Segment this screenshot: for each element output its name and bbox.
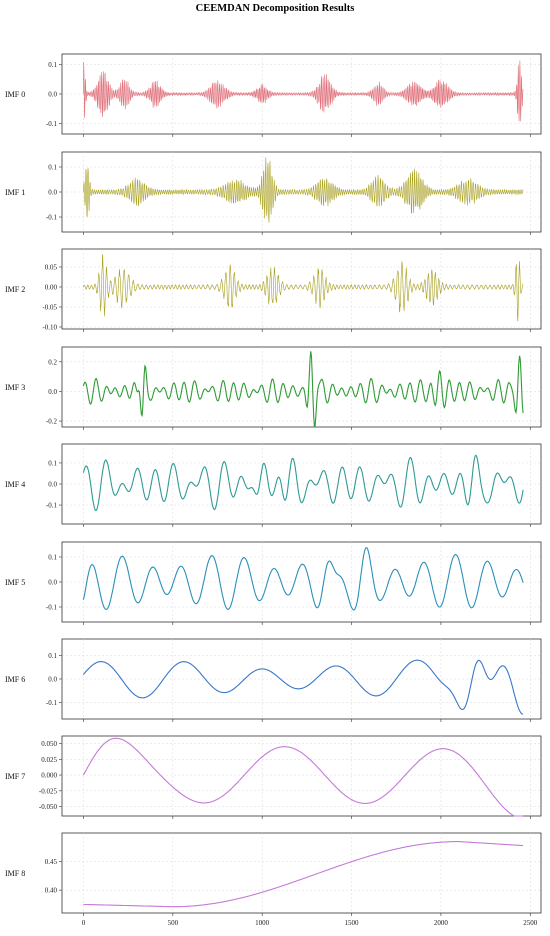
y-tick-label: 0.0 [48,189,57,197]
y-tick-label: -0.025 [39,787,58,795]
y-tick-label: 0.1 [48,164,57,172]
imf-series-line [82,546,524,611]
imf-label: IMF 2 [5,285,25,294]
imf-panel-frame [61,735,542,817]
y-tick-label: 0.45 [45,858,58,866]
y-tick-label: 0.000 [41,772,57,780]
imf-series-line [83,60,524,122]
y-tick-label: 0.1 [48,652,57,660]
y-tick-label: -0.10 [42,324,57,332]
imf-series-line [82,454,524,512]
y-tick-label: 0.1 [48,554,57,562]
y-tick-label: 0.0 [48,579,57,587]
imf-label: IMF 5 [5,578,25,587]
imf-series-line [82,351,524,428]
y-tick-label: 0.025 [41,756,57,764]
y-tick-label: 0.00 [45,284,58,292]
imf-panel-frame [61,638,542,720]
imf-series-line [83,254,524,322]
imf-label: IMF 3 [5,383,25,392]
imf-panel-frame [61,443,542,525]
x-tick-label: 1500 [345,919,360,927]
y-tick-label: 0.0 [48,388,57,396]
y-tick-label: 0.1 [48,459,57,467]
imf-label: IMF 0 [5,90,25,99]
imf-label: IMF 4 [5,480,25,489]
imf-series-line [83,157,524,223]
imf-label: IMF 7 [5,772,25,781]
chart-title: CEEMDAN Decomposition Results [195,3,355,14]
y-tick-label: -0.1 [46,604,58,612]
y-tick-label: -0.1 [46,502,58,510]
y-tick-label: -0.050 [39,803,58,811]
x-tick-label: 2000 [434,919,449,927]
y-tick-label: 0.05 [45,264,58,272]
y-tick-label: 0.0 [48,481,57,489]
imf-series-line [82,737,524,817]
y-tick-label: 0.0 [48,91,57,99]
y-tick-label: -0.1 [46,699,58,707]
y-tick-label: 0.1 [48,61,57,69]
imf-panel-frame [61,151,542,233]
imf-panel-frame [61,832,542,914]
imf-series-line [82,659,524,715]
y-tick-label: -0.2 [46,418,58,426]
x-tick-label: 500 [168,919,179,927]
y-tick-label: 0.2 [48,358,57,366]
imf-label: IMF 8 [5,869,25,878]
y-tick-label: -0.1 [46,214,58,222]
imf-panel-frame [61,541,542,623]
imf-panel-frame [61,346,542,428]
y-tick-label: -0.1 [46,120,58,128]
y-tick-label: -0.05 [42,304,57,312]
imf-label: IMF 6 [5,675,25,684]
x-tick-label: 0 [82,919,86,927]
y-tick-label: 0.050 [41,740,57,748]
x-tick-label: 1000 [255,919,270,927]
y-tick-label: 0.0 [48,676,57,684]
imf-series-line [83,841,524,908]
y-tick-label: 0.40 [45,887,58,895]
imf-label: IMF 1 [5,188,25,197]
x-tick-label: 2500 [523,919,538,927]
imf-panel-frame [61,248,542,330]
